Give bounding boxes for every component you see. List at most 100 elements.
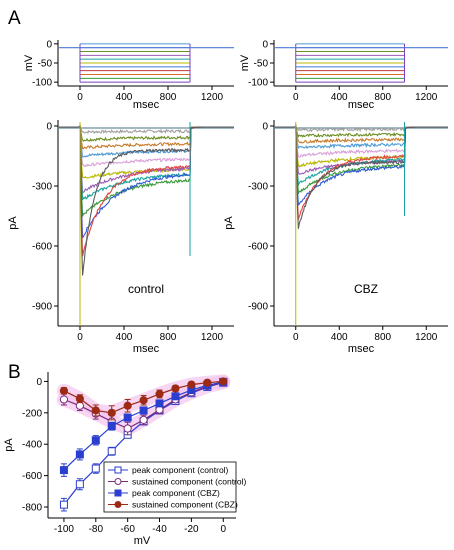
y-tick-label: 0 [36, 377, 42, 388]
data-point [75, 394, 84, 403]
legend-entry: peak component (CBZ) [132, 488, 220, 498]
data-point [155, 389, 164, 399]
data-point [139, 396, 148, 405]
protocol-plot-cbz: 0 400 800 1200 0 -50 -100 msec mV [239, 39, 448, 111]
y-tick-label: -200 [22, 408, 42, 419]
data-point [171, 384, 180, 393]
legend-marker [114, 478, 122, 485]
y-axis-label: pA [7, 216, 19, 230]
x-axis-label: msec [133, 99, 160, 111]
y-tick-label: 0 [262, 122, 268, 133]
x-tick-label: 800 [160, 332, 177, 343]
data-point [91, 406, 100, 415]
current-traces-plot-cbz: 0 400 800 1200 0 -300 -600 -900 msec pA CBZ [223, 120, 448, 355]
y-tick-label: 0 [46, 39, 52, 50]
panel-label-b: B [8, 362, 21, 383]
x-axis-label: msec [133, 343, 160, 355]
x-tick-label: -40 [152, 524, 167, 535]
data-point [155, 399, 164, 408]
x-tick-label: 800 [160, 92, 177, 103]
data-point [91, 436, 100, 445]
y-tick-label: -100 [248, 78, 268, 89]
data-point [59, 466, 68, 475]
iv-curve-plot: -100 -80 -60 -40 -20 00-200-400-600-800mVpApe… [3, 372, 247, 547]
data-point [187, 380, 196, 389]
x-tick-label: 0 [77, 332, 83, 343]
x-axis-label: msec [348, 99, 375, 111]
current-traces-plot-control: 0 400 800 1200 0 -300 -600 -900 msec pA control [7, 120, 234, 355]
x-tick-label: 400 [331, 92, 348, 103]
y-tick-label: 0 [262, 39, 268, 50]
y-tick-label: -400 [22, 440, 42, 451]
data-point [59, 500, 68, 509]
x-tick-label: 0 [293, 332, 299, 343]
data-point [123, 413, 132, 422]
data-point [203, 378, 212, 387]
y-tick-label: -100 [32, 78, 52, 89]
data-point [139, 406, 148, 415]
x-tick-label: -60 [120, 524, 135, 535]
y-tick-label: -900 [32, 302, 52, 313]
x-tick-label: 800 [374, 332, 391, 343]
y-tick-label: -50 [38, 59, 53, 70]
data-point [123, 401, 132, 410]
x-tick-label: 0 [77, 92, 83, 103]
x-tick-label: 400 [116, 92, 133, 103]
y-tick-label: -600 [22, 471, 42, 482]
data-point [219, 377, 228, 386]
y-tick-label: -50 [254, 59, 269, 70]
x-tick-label: 0 [293, 92, 299, 103]
data-point [75, 480, 84, 489]
y-tick-label: -300 [32, 182, 52, 193]
x-tick-label: 1200 [201, 332, 224, 343]
y-tick-label: -300 [248, 182, 268, 193]
condition-label: control [128, 282, 164, 296]
data-point [107, 447, 116, 456]
data-point [123, 424, 132, 433]
data-point [91, 464, 100, 473]
legend-entry: peak component (control) [132, 465, 229, 475]
y-axis-label: mV [23, 54, 35, 71]
x-tick-label: -20 [184, 524, 199, 535]
data-point [75, 401, 84, 410]
x-tick-label: -80 [89, 524, 104, 535]
data-point [139, 415, 148, 424]
data-point [107, 422, 116, 431]
y-tick-label: -800 [22, 503, 42, 514]
y-axis-label: pA [3, 438, 15, 452]
data-point [107, 408, 116, 417]
x-axis-label: mV [134, 535, 151, 547]
legend-marker [114, 466, 122, 474]
x-tick-label: 1200 [201, 92, 224, 103]
x-tick-label: -100 [54, 524, 74, 535]
y-tick-label: -600 [248, 242, 268, 253]
legend-entry: sustained component (control) [132, 477, 247, 487]
panel-label-a: A [8, 8, 21, 29]
x-tick-label: 1200 [415, 92, 438, 103]
legend-entry: sustained component (CBZ) [132, 500, 238, 510]
y-tick-label: -900 [248, 302, 268, 313]
protocol-plot-control: 0 400 800 1200 0 -50 -100 msec mV [23, 39, 234, 111]
x-tick-label: 1200 [415, 332, 438, 343]
data-point [171, 392, 180, 401]
x-tick-label: 400 [331, 332, 348, 343]
legend-marker [114, 489, 122, 497]
data-point [59, 395, 69, 404]
data-point [59, 386, 69, 395]
data-point [75, 450, 84, 459]
current-trace [58, 124, 234, 276]
y-tick-label: 0 [46, 122, 52, 133]
x-tick-label: 0 [220, 524, 226, 535]
x-tick-label: 800 [374, 92, 391, 103]
y-axis-label: mV [239, 54, 251, 71]
y-axis-label: pA [223, 216, 235, 230]
legend-marker [114, 501, 122, 508]
current-trace [58, 124, 234, 239]
current-trace [58, 124, 234, 158]
x-tick-label: 400 [116, 332, 133, 343]
current-trace [274, 124, 448, 229]
y-tick-label: -600 [32, 242, 52, 253]
condition-label: CBZ [354, 282, 378, 296]
x-axis-label: msec [348, 343, 375, 355]
